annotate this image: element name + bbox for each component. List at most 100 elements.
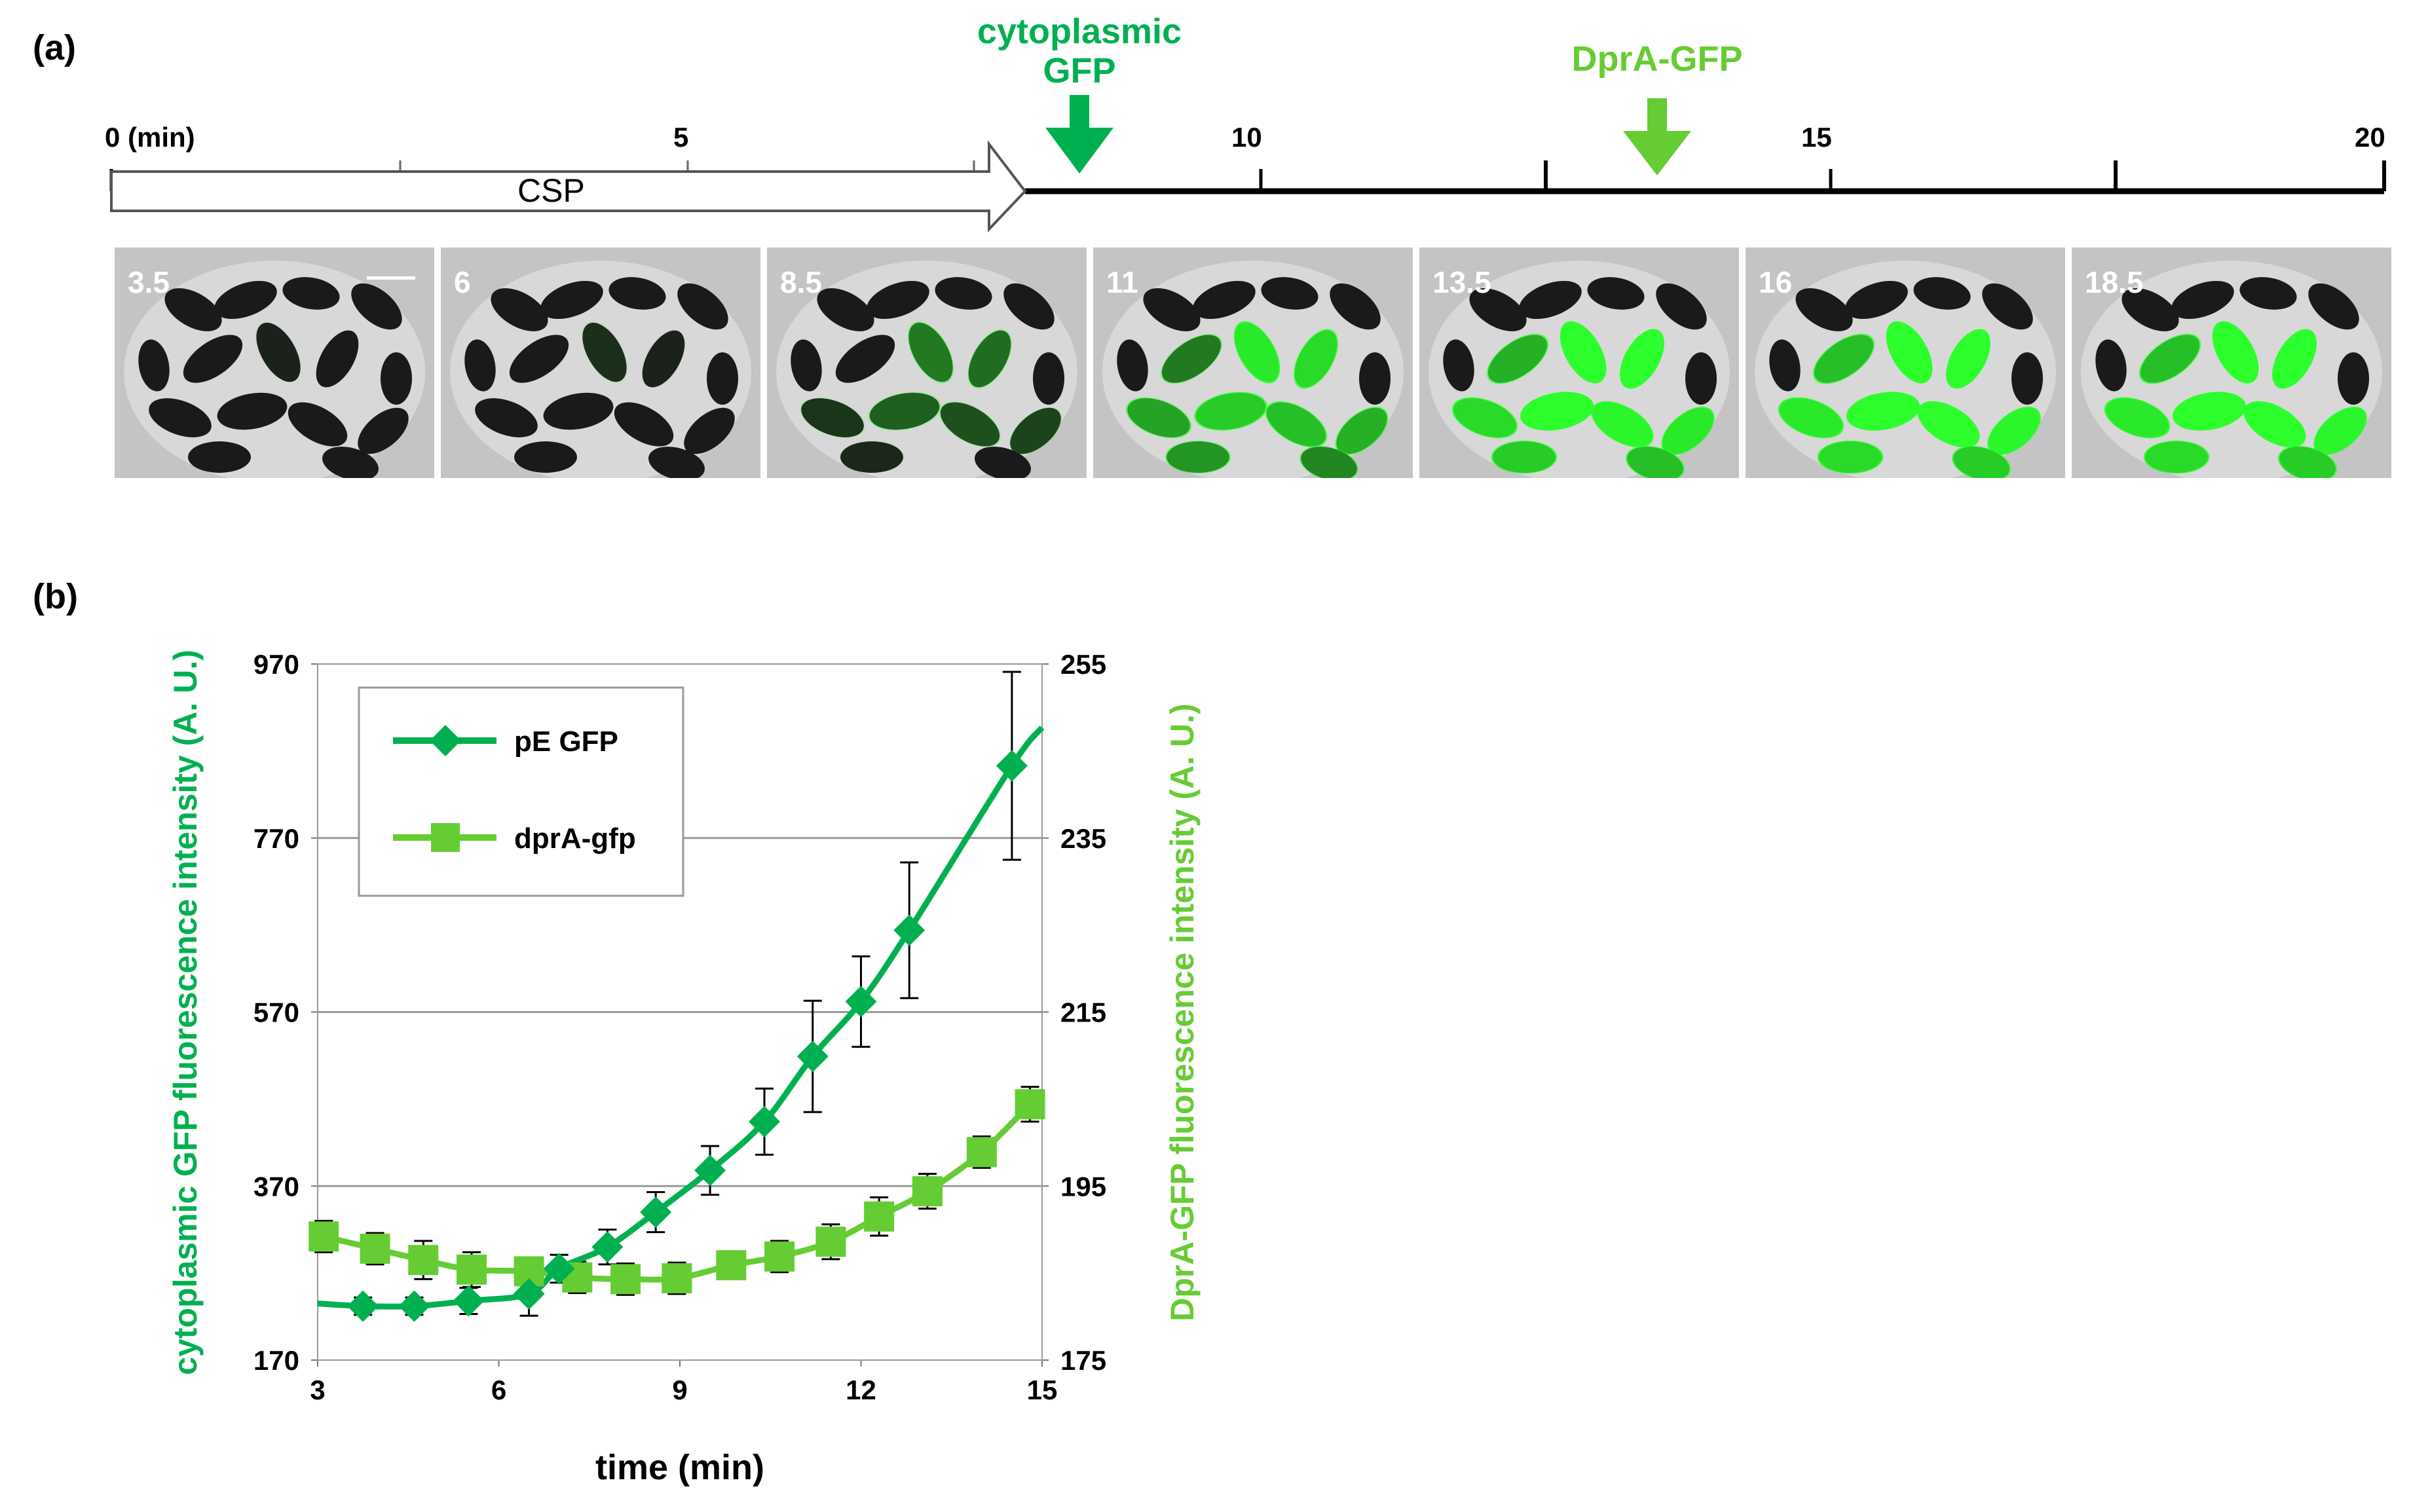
x-tick-label: 6	[491, 1374, 506, 1405]
microscopy-frame: 18.5	[2072, 248, 2391, 478]
bacterial-cell	[791, 339, 822, 392]
bacterial-cell	[801, 398, 864, 437]
gfp-cell	[1778, 397, 1844, 439]
legend-label-dpra-gfp: dprA-gfp	[514, 822, 636, 855]
data-point-pe-gfp	[513, 1278, 545, 1310]
gfp-cell	[1591, 401, 1654, 448]
gfp-cell	[1620, 329, 1664, 389]
gfp-cell	[1625, 445, 1685, 478]
bacterial-cell	[1330, 283, 1381, 330]
gfp-cell	[1160, 333, 1223, 384]
timeline-tick-label: 20	[2355, 122, 2385, 153]
gfp-arrow-label-line1: cytoplasmic	[977, 12, 1182, 51]
bacterial-cell	[940, 402, 1000, 447]
y-right-tick-label: 235	[1060, 823, 1106, 854]
bacterial-cell	[464, 339, 496, 392]
gfp-cell	[2272, 329, 2317, 389]
x-tick-label: 9	[672, 1374, 687, 1405]
data-point-dpra-gfp	[1015, 1089, 1045, 1120]
timeline-tick-label: 5	[673, 122, 689, 153]
bacterial-cell	[840, 441, 903, 473]
bacterial-cell	[138, 339, 170, 392]
data-point-pe-gfp	[845, 986, 877, 1018]
gfp-cell	[1491, 440, 1558, 474]
bacterial-cell	[1443, 339, 1474, 392]
bacterial-cell	[1161, 335, 1222, 383]
bacterial-cell	[282, 277, 340, 310]
bacterial-cell	[1913, 277, 1971, 310]
frame-time-label: 11	[1106, 265, 1138, 299]
bacterial-cell	[869, 392, 940, 430]
y-right-tick-label: 175	[1060, 1345, 1106, 1376]
gfp-cell	[2313, 407, 2367, 455]
x-tick-label: 12	[846, 1374, 876, 1405]
gfp-cell	[1812, 333, 1875, 384]
frame-image	[115, 248, 434, 478]
legend-label-pe-gfp: pE GFP	[514, 726, 618, 758]
microscopy-frame: 8.5	[767, 248, 1087, 478]
frame-image	[2072, 248, 2391, 478]
bacterial-cell	[514, 441, 577, 473]
legend: pE GFP dprA-gfp	[358, 686, 684, 897]
microscopy-frame: 13.5	[1419, 248, 1739, 478]
frame-image	[1093, 248, 1413, 478]
bacterial-cell	[1469, 288, 1527, 331]
frame-time-label: 6	[454, 265, 471, 299]
gfp-cell	[907, 321, 954, 384]
data-point-dpra-gfp	[308, 1221, 339, 1252]
bacterial-cell	[2122, 288, 2179, 331]
gfp-cell	[1661, 407, 1715, 455]
frame-image	[767, 248, 1087, 478]
data-point-pe-gfp	[749, 1105, 781, 1137]
data-point-dpra-gfp	[610, 1264, 641, 1295]
gfp-arrow-label: cytoplasmic GFP	[948, 12, 1210, 91]
gfp-cell	[867, 392, 942, 431]
bacterial-cell	[149, 398, 212, 437]
bacterial-cell	[164, 288, 222, 331]
bacterial-cell	[188, 441, 251, 473]
data-point-dpra-gfp	[912, 1176, 943, 1207]
bacterial-cell	[475, 398, 538, 437]
bacterial-cell	[608, 277, 666, 310]
gfp-cell	[1520, 392, 1594, 431]
gfp-cell	[1817, 440, 1884, 474]
gfp-cell	[2143, 440, 2210, 474]
bacterial-cell	[1685, 352, 1717, 405]
tick-labels: 170 370 570 770 970 175 195 215 235 255 3 6 9 12 15	[253, 649, 1106, 1405]
dpra-arrow-label: DprA-GFP	[1571, 39, 1743, 79]
gfp-cell	[1946, 329, 1991, 389]
gfp-cell	[1846, 392, 1920, 431]
y-right-tick-label: 195	[1060, 1171, 1106, 1202]
data-point-dpra-gfp	[966, 1137, 997, 1168]
bacterial-cell	[351, 283, 402, 330]
bacterial-cell	[935, 277, 992, 310]
bacterial-cell	[1982, 283, 2033, 330]
bacterial-cell	[684, 407, 735, 454]
data-point-pe-gfp	[543, 1253, 575, 1285]
data-point-dpra-gfp	[815, 1226, 846, 1257]
data-point-pe-gfp	[893, 914, 925, 946]
bacterial-cell	[1033, 352, 1064, 405]
gfp-cell	[1165, 440, 1231, 474]
bacterial-cell	[217, 392, 288, 430]
y-right-tick-label: 255	[1060, 649, 1106, 680]
scale-bar	[367, 276, 415, 280]
legend-marker-pe-gfp	[430, 725, 461, 756]
bacterial-cell	[677, 283, 728, 330]
bacterial-cell	[642, 330, 685, 388]
gfp-cell	[2243, 401, 2306, 448]
data-point-pe-gfp	[347, 1290, 379, 1322]
data-point-pe-gfp	[591, 1231, 624, 1263]
y-left-tick-label: 770	[253, 823, 299, 854]
gfp-arrow-label-line2: GFP	[1043, 51, 1116, 91]
data-point-dpra-gfp	[662, 1263, 692, 1294]
bacterial-cell	[1845, 280, 1908, 320]
gfp-cell	[1294, 329, 1338, 389]
x-tick-label: 15	[1027, 1374, 1058, 1405]
data-point-dpra-gfp	[457, 1254, 487, 1285]
bacterial-cell	[1656, 283, 1707, 330]
bacterial-cell	[975, 447, 1031, 478]
gfp-cell	[1987, 407, 2041, 455]
frame-image	[1746, 248, 2065, 478]
gfp-cell	[838, 440, 905, 474]
